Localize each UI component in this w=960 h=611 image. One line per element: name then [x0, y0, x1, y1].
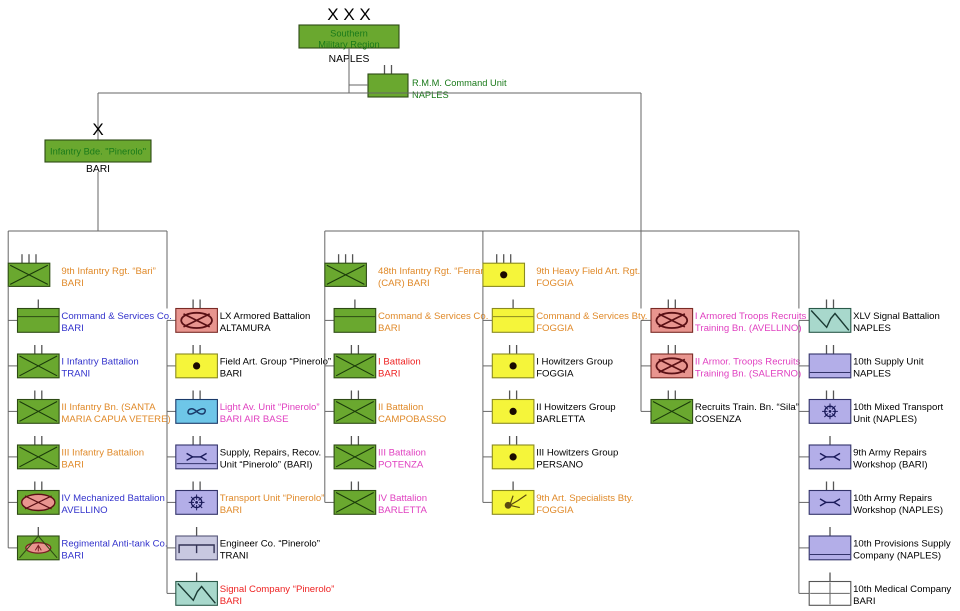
svg-text:BARI: BARI	[378, 323, 400, 334]
svg-text:III Infantry Battalion: III Infantry Battalion	[61, 448, 144, 459]
svg-text:9th Heavy Field Art. Rgt.: 9th Heavy Field Art. Rgt.	[536, 266, 640, 277]
svg-text:Unit “Pinerolo” (BARI): Unit “Pinerolo” (BARI)	[220, 460, 313, 471]
svg-text:X: X	[92, 120, 103, 139]
svg-text:Training Bn. (AVELLINO): Training Bn. (AVELLINO)	[695, 323, 802, 334]
svg-text:Regimental Anti-tank Co.: Regimental Anti-tank Co.	[61, 539, 167, 550]
svg-text:BARI: BARI	[220, 369, 242, 380]
svg-text:Command & Services Co.: Command & Services Co.	[61, 311, 171, 322]
svg-text:Military Region: Military Region	[318, 39, 379, 49]
svg-text:I Howitzers Group: I Howitzers Group	[536, 357, 613, 368]
svg-text:I Battalion: I Battalion	[378, 357, 421, 368]
svg-text:BARLETTA: BARLETTA	[378, 505, 427, 516]
svg-text:48th Infantry Rgt. “Ferrara”: 48th Infantry Rgt. “Ferrara”	[378, 266, 492, 277]
svg-text:Unit (NAPLES): Unit (NAPLES)	[853, 414, 917, 425]
svg-text:Command & Services Bty.: Command & Services Bty.	[536, 311, 647, 322]
svg-text:Signal Company “Pinerolo”: Signal Company “Pinerolo”	[220, 584, 335, 595]
svg-text:10th Supply Unit: 10th Supply Unit	[853, 357, 924, 368]
svg-text:FOGGIA: FOGGIA	[536, 323, 574, 334]
svg-text:10th Army Repairs: 10th Army Repairs	[853, 493, 932, 504]
svg-text:R.M.M. Command Unit: R.M.M. Command Unit	[412, 78, 507, 88]
svg-text:Field Art. Group “Pinerolo”: Field Art. Group “Pinerolo”	[220, 357, 331, 368]
svg-text:ALTAMURA: ALTAMURA	[220, 323, 271, 334]
svg-text:Southern: Southern	[330, 29, 368, 39]
svg-text:II Battalion: II Battalion	[378, 402, 423, 413]
svg-text:FOGGIA: FOGGIA	[536, 369, 574, 380]
svg-text:Light Av. Unit “Pinerolo”: Light Av. Unit “Pinerolo”	[220, 402, 320, 413]
svg-text:Command & Services Co.: Command & Services Co.	[378, 311, 488, 322]
svg-text:9th Army Repairs: 9th Army Repairs	[853, 448, 927, 459]
svg-text:FOGGIA: FOGGIA	[536, 278, 574, 289]
svg-text:BARI: BARI	[61, 460, 83, 471]
svg-text:PERSANO: PERSANO	[536, 460, 583, 471]
svg-text:AVELLINO: AVELLINO	[61, 505, 107, 516]
svg-text:XLV Signal Battalion: XLV Signal Battalion	[853, 311, 940, 322]
svg-text:I Infantry Battalion: I Infantry Battalion	[61, 357, 138, 368]
svg-text:BARI: BARI	[220, 596, 242, 607]
svg-text:I Armored Troops Recruits: I Armored Troops Recruits	[695, 311, 807, 322]
svg-text:BARI AIR BASE: BARI AIR BASE	[220, 414, 289, 425]
svg-text:X X X: X X X	[327, 5, 370, 24]
svg-text:BARI: BARI	[61, 323, 83, 334]
svg-text:BARLETTA: BARLETTA	[536, 414, 585, 425]
svg-text:BARI: BARI	[220, 505, 242, 516]
svg-text:Workshop (BARI): Workshop (BARI)	[853, 460, 927, 471]
svg-text:Workshop (NAPLES): Workshop (NAPLES)	[853, 505, 943, 516]
svg-text:MARIA CAPUA VETERE): MARIA CAPUA VETERE)	[61, 414, 170, 425]
svg-text:9th Art. Specialists Bty.: 9th Art. Specialists Bty.	[536, 493, 633, 504]
svg-text:BARI: BARI	[853, 596, 875, 607]
svg-text:NAPLES: NAPLES	[853, 369, 891, 380]
svg-text:Supply, Repairs, Recov.: Supply, Repairs, Recov.	[220, 448, 322, 459]
svg-text:II Infantry Bn. (SANTA: II Infantry Bn. (SANTA	[61, 402, 156, 413]
svg-text:BARI: BARI	[378, 369, 400, 380]
svg-text:LX Armored Battalion: LX Armored Battalion	[220, 311, 311, 322]
svg-text:10th Medical Company: 10th Medical Company	[853, 584, 951, 595]
svg-text:Infantry Bde. "Pinerolo": Infantry Bde. "Pinerolo"	[50, 147, 146, 157]
svg-text:(CAR) BARI: (CAR) BARI	[378, 278, 430, 289]
svg-text:NAPLES: NAPLES	[412, 90, 449, 100]
svg-text:CAMPOBASSO: CAMPOBASSO	[378, 414, 446, 425]
svg-text:NAPLES: NAPLES	[853, 323, 891, 334]
svg-text:Company (NAPLES): Company (NAPLES)	[853, 551, 941, 562]
svg-text:III Howitzers Group: III Howitzers Group	[536, 448, 618, 459]
svg-text:II Armor. Troops Recruits: II Armor. Troops Recruits	[695, 357, 801, 368]
svg-text:TRANI: TRANI	[61, 369, 90, 380]
svg-text:COSENZA: COSENZA	[695, 414, 742, 425]
svg-text:10th Provisions Supply: 10th Provisions Supply	[853, 539, 951, 550]
svg-text:BARI: BARI	[61, 551, 83, 562]
svg-text:III Battalion: III Battalion	[378, 448, 426, 459]
svg-text:Recruits Train. Bn. “Sila”: Recruits Train. Bn. “Sila”	[695, 402, 799, 413]
svg-text:FOGGIA: FOGGIA	[536, 505, 574, 516]
svg-text:POTENZA: POTENZA	[378, 460, 424, 471]
svg-text:TRANI: TRANI	[220, 551, 249, 562]
svg-text:BARI: BARI	[61, 278, 83, 289]
svg-text:II Howitzers Group: II Howitzers Group	[536, 402, 615, 413]
svg-text:9th Infantry Rgt. “Bari”: 9th Infantry Rgt. “Bari”	[61, 266, 155, 277]
svg-text:Engineer Co. “Pinerolo”: Engineer Co. “Pinerolo”	[220, 539, 320, 550]
svg-text:Transport Unit “Pinerolo”: Transport Unit “Pinerolo”	[220, 493, 325, 504]
svg-text:IV Battalion: IV Battalion	[378, 493, 427, 504]
svg-text:IV Mechanized Battalion: IV Mechanized Battalion	[61, 493, 164, 504]
svg-text:10th Mixed Transport: 10th Mixed Transport	[853, 402, 943, 413]
svg-text:Training Bn. (SALERNO): Training Bn. (SALERNO)	[695, 369, 801, 380]
